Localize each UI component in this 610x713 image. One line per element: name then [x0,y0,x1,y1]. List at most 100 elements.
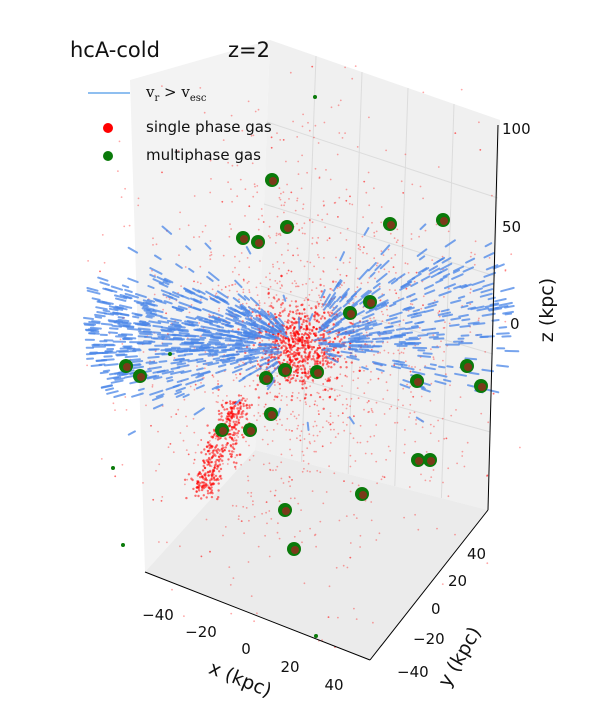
gas-particle [284,354,287,357]
gas-particle [312,346,315,349]
gas-particle [279,232,281,235]
outflow-arrow [426,331,440,335]
gas-particle [250,134,253,137]
outflow-arrow [440,308,450,313]
gas-particle [299,347,302,350]
gas-particle [277,314,281,317]
gas-particle [293,351,296,354]
gas-particle [304,355,307,358]
gas-particle [204,482,208,486]
gas-particle [236,407,239,410]
outflow-arrow [211,385,219,390]
outflow-arrow [229,361,239,365]
gas-particle [327,389,329,392]
gas-particle [311,65,314,68]
outflow-arrow [352,324,360,329]
gas-particle [121,343,124,345]
gas-particle [269,236,271,239]
gas-particle [293,535,296,538]
gas-particle [219,453,222,456]
gas-particle [466,441,469,444]
gas-particle [241,397,245,400]
gas-particle [322,383,325,385]
outflow-arrow [380,336,390,340]
gas-particle [206,492,210,495]
outflow-arrow [389,311,403,318]
gas-particle [178,228,181,230]
outflow-arrow [364,322,378,328]
outflow-arrow [494,305,509,310]
outflow-arrow [97,276,109,282]
gas-particle [235,442,238,445]
gas-particle [421,426,424,429]
outflow-arrow [94,313,106,318]
gas-particle [300,509,302,511]
gas-particle [257,218,260,221]
gas-particle [276,215,279,218]
gas-particle [333,472,336,475]
gas-particle [301,154,303,157]
gas-particle [197,444,200,446]
gas-particle [389,232,392,235]
gas-particle [265,276,267,278]
gas-particle [214,474,218,478]
gas-particle [290,398,293,402]
gas-particle [319,430,321,433]
gas-particle [242,278,245,281]
gas-particle [269,304,272,307]
gas-particle [304,232,306,235]
gas-particle [276,395,279,398]
gas-particle [282,339,285,342]
gas-particle [349,195,351,198]
gas-particle [302,207,304,210]
outflow-arrow [332,305,339,312]
outflow-arrow [264,333,276,339]
outflow-arrow [154,314,163,318]
chart-subtitle: z=2 [228,38,270,62]
gas-particle [237,421,240,424]
gas-particle [219,418,222,421]
gas-particle [296,342,300,345]
outflow-arrow [160,289,172,295]
gas-particle [242,436,245,439]
gas-particle [413,280,416,283]
gas-particle [264,403,267,406]
gas-particle [278,537,281,540]
gas-particle [306,298,310,301]
outflow-arrow [248,350,260,354]
multiphase-clump-core [219,427,227,435]
gas-particle [367,411,370,414]
outflow-arrow [372,282,381,290]
gas-particle [169,443,172,445]
outflow-arrow [249,359,258,364]
outflow-arrow [260,308,272,319]
gas-particle [162,308,165,311]
gas-particle [124,396,127,398]
gas-particle [288,350,292,354]
gas-particle [187,224,190,227]
gas-particle [187,473,191,476]
gas-particle [298,379,302,383]
grid-line [266,121,498,199]
gas-particle [311,490,314,492]
gas-particle [387,351,390,354]
gas-particle [291,479,293,481]
gas-particle [247,100,250,103]
gas-particle [339,232,342,234]
gas-particle [411,303,414,306]
gas-particle [336,287,339,289]
gas-particle [278,196,281,199]
gas-particle [336,153,339,156]
outflow-arrow [273,351,282,356]
gas-particle [430,382,433,385]
outflow-arrow [166,379,174,383]
gas-particle [284,379,287,382]
gas-particle [324,226,326,229]
grid-line [347,71,363,475]
gas-particle [282,299,284,301]
outflow-arrow [102,309,111,313]
gas-particle [180,285,183,287]
gas-particle [469,303,472,305]
gas-particle [292,332,295,335]
outflow-arrow [435,278,444,284]
